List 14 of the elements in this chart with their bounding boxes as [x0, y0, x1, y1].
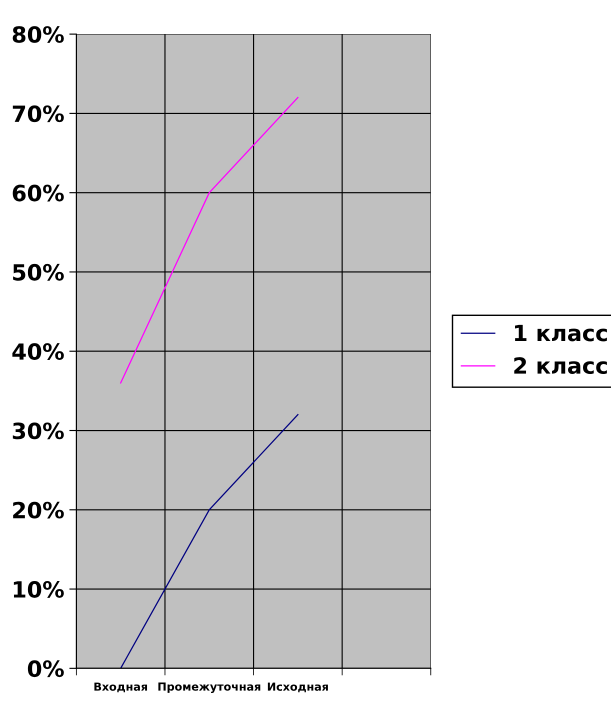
y-tick-label: 60% [12, 184, 64, 202]
y-tick-label: 80% [12, 26, 64, 43]
x-tick-label: Промежуточная [158, 682, 260, 693]
x-tick-label: Исходная [268, 682, 328, 692]
y-tick-label: 70% [12, 105, 64, 122]
legend-label: 1 класс [515, 324, 607, 342]
y-tick-label: 50% [13, 264, 64, 281]
x-tick-label: Входная [94, 682, 148, 692]
y-tick-label: 0% [28, 660, 64, 678]
y-tick-label: 40% [12, 343, 64, 360]
y-tick-label: 20% [13, 502, 64, 519]
y-tick-label: 10% [14, 581, 64, 598]
legend-label: 2 класс [514, 357, 607, 374]
y-tick-label: 30% [12, 422, 64, 440]
